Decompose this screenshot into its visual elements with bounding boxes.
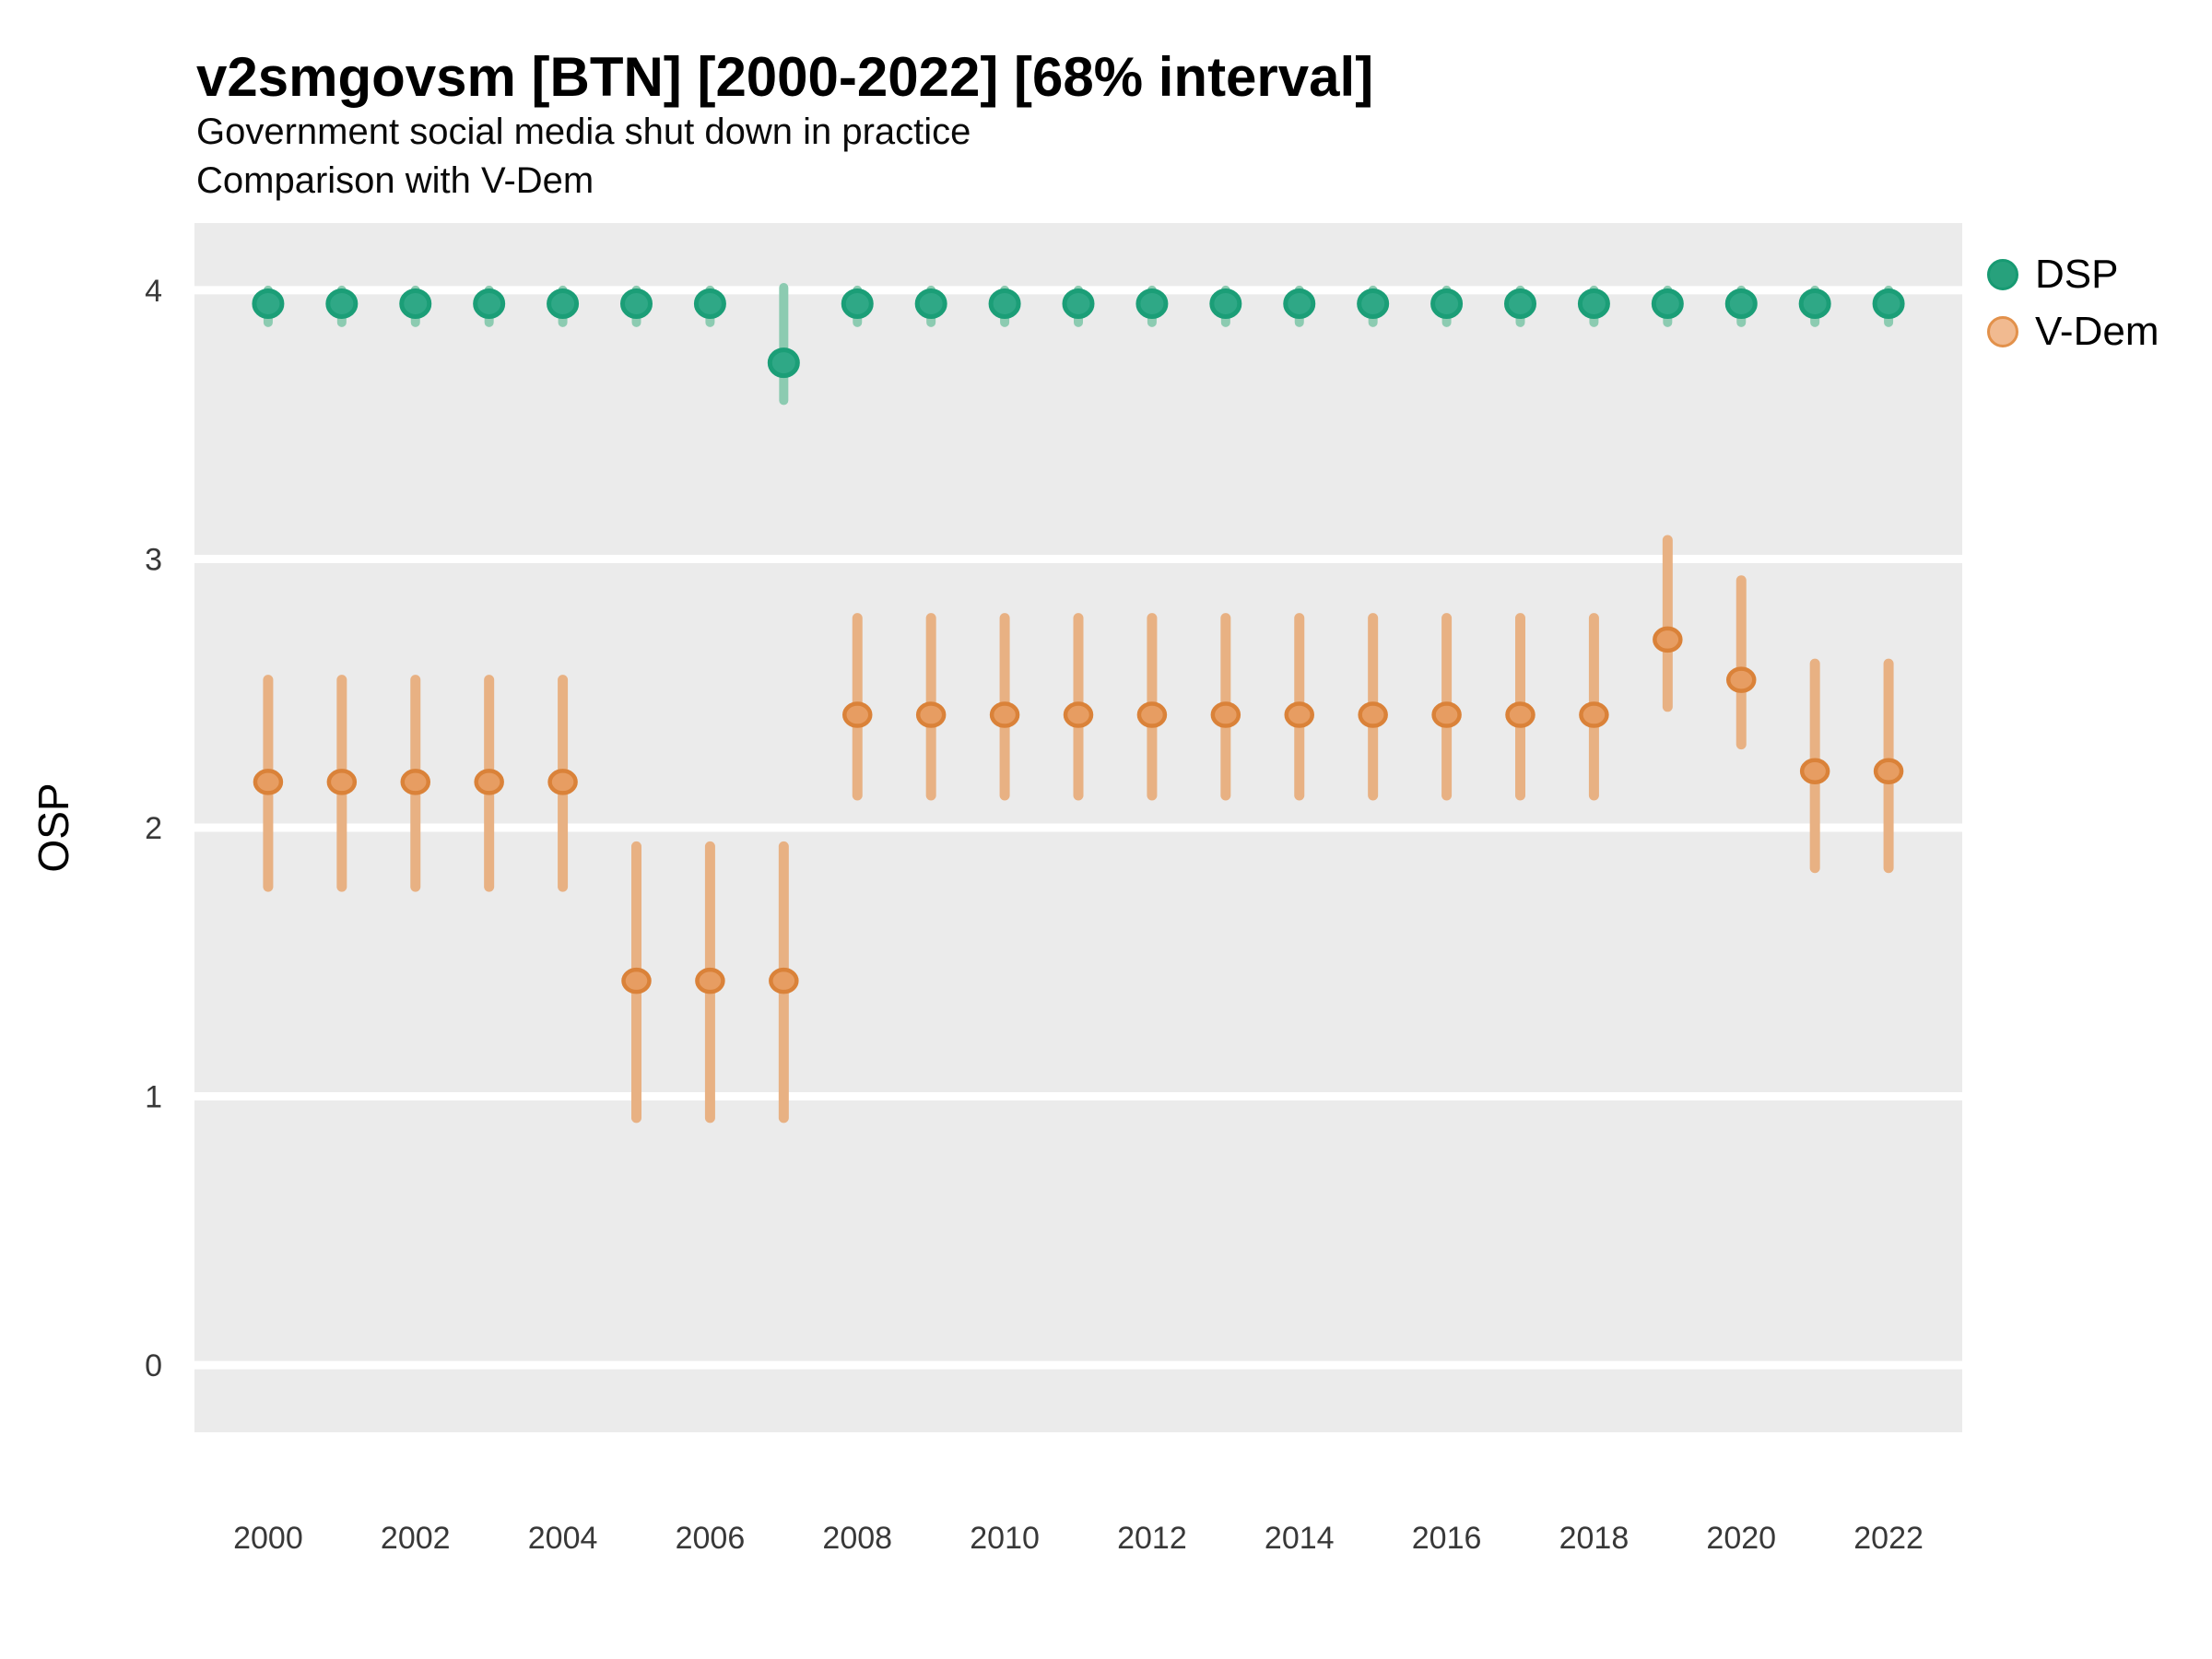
legend: DSP V-Dem — [1987, 249, 2159, 358]
vdem-point-2021 — [1799, 758, 1830, 785]
dsp-point-swatch-icon — [1987, 259, 2018, 290]
y-tick-label-2: 2 — [145, 811, 162, 846]
vdem-point-2010 — [989, 701, 1020, 728]
dsp-point-2016 — [1430, 288, 1464, 319]
vdem-point-2013 — [1210, 701, 1241, 728]
dsp-point-2010 — [988, 288, 1021, 319]
dsp-point-2009 — [914, 288, 947, 319]
vdem-point-2019 — [1653, 626, 1683, 653]
vdem-point-2017 — [1505, 701, 1535, 728]
chart-title: v2smgovsm [BTN] [2000-2022] [68% interva… — [196, 46, 1374, 108]
x-tick-label-2008: 2008 — [822, 1521, 892, 1556]
dsp-point-2002 — [399, 288, 432, 319]
vdem-point-2000 — [253, 769, 284, 795]
y-tick-label-0: 0 — [145, 1348, 162, 1383]
vdem-point-2015 — [1358, 701, 1388, 728]
vdem-point-2005 — [621, 967, 652, 994]
dsp-point-2006 — [693, 288, 726, 319]
vdem-point-2008 — [842, 701, 873, 728]
legend-label-dsp: DSP — [2035, 252, 2119, 297]
vdem-point-2012 — [1136, 701, 1168, 728]
legend-item-dsp: DSP — [1987, 249, 2159, 300]
dsp-point-2014 — [1283, 288, 1316, 319]
vdem-point-2006 — [695, 967, 725, 994]
y-tick-label-1: 1 — [145, 1080, 162, 1115]
x-tick-label-2020: 2020 — [1706, 1521, 1776, 1556]
vdem-point-2009 — [915, 701, 947, 728]
dsp-point-2011 — [1062, 288, 1095, 319]
chart-subtitle: Government social media shut down in pra… — [196, 112, 971, 152]
vdem-point-2014 — [1284, 701, 1314, 728]
dsp-point-2019 — [1651, 288, 1684, 319]
x-tick-label-2000: 2000 — [233, 1521, 303, 1556]
dsp-point-2012 — [1135, 288, 1169, 319]
vdem-point-2003 — [474, 769, 504, 795]
x-tick-label-2018: 2018 — [1559, 1521, 1630, 1556]
dsp-point-2008 — [841, 288, 874, 319]
dsp-point-2018 — [1577, 288, 1610, 319]
dsp-point-2013 — [1209, 288, 1242, 319]
dsp-point-2017 — [1504, 288, 1536, 319]
vdem-point-2002 — [400, 769, 430, 795]
x-tick-label-2016: 2016 — [1412, 1521, 1482, 1556]
x-tick-label-2012: 2012 — [1117, 1521, 1187, 1556]
y-tick-label-4: 4 — [145, 274, 162, 309]
legend-label-vdem: V-Dem — [2035, 309, 2159, 354]
dsp-point-2000 — [252, 288, 285, 319]
x-tick-label-2022: 2022 — [1853, 1521, 1924, 1556]
vdem-point-swatch-icon — [1987, 316, 2018, 347]
chart-subtitle-comparison: Comparison with V-Dem — [196, 160, 594, 201]
x-tick-label-2002: 2002 — [381, 1521, 451, 1556]
dsp-point-2004 — [547, 288, 580, 319]
x-tick-label-2004: 2004 — [528, 1521, 598, 1556]
dsp-point-2021 — [1798, 288, 1831, 319]
dsp-point-2015 — [1357, 288, 1390, 319]
dsp-point-2001 — [325, 288, 359, 319]
dsp-point-2007 — [767, 347, 800, 379]
x-tick-label-2010: 2010 — [970, 1521, 1040, 1556]
vdem-point-2007 — [769, 967, 799, 994]
vdem-point-2018 — [1579, 701, 1609, 728]
y-tick-label-3: 3 — [145, 542, 162, 577]
vdem-point-2020 — [1726, 666, 1757, 693]
vdem-point-2011 — [1063, 701, 1094, 728]
x-tick-label-2006: 2006 — [676, 1521, 746, 1556]
dsp-point-2003 — [473, 288, 506, 319]
vdem-point-2022 — [1873, 758, 1904, 785]
dsp-point-2020 — [1724, 288, 1758, 319]
vdem-point-2016 — [1431, 701, 1462, 728]
x-tick-label-2014: 2014 — [1265, 1521, 1335, 1556]
dsp-point-2005 — [620, 288, 653, 319]
dsp-point-2022 — [1872, 288, 1905, 319]
legend-item-vdem: V-Dem — [1987, 306, 2159, 358]
vdem-point-2001 — [326, 769, 358, 795]
vdem-point-2004 — [547, 769, 578, 795]
